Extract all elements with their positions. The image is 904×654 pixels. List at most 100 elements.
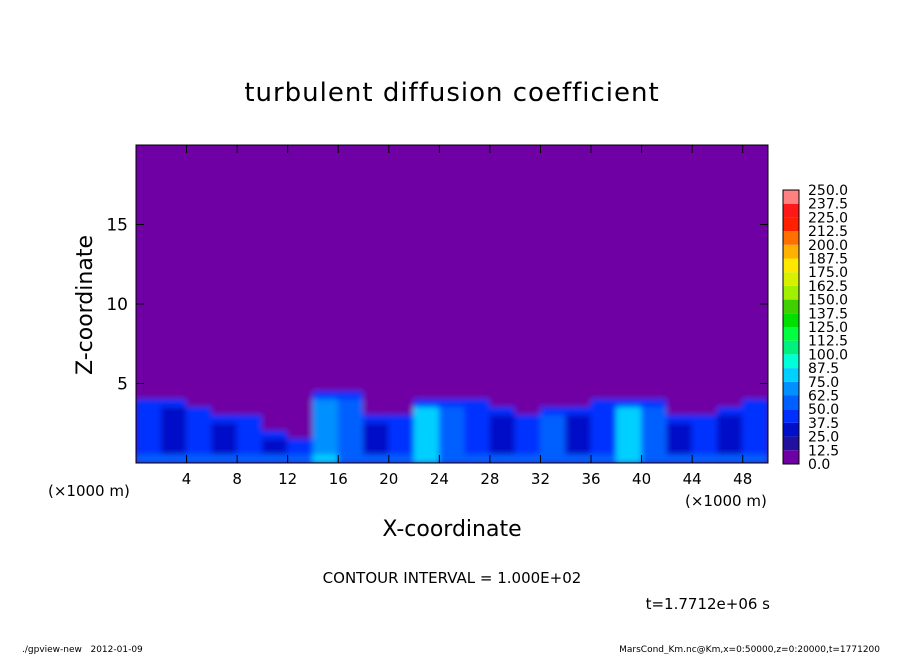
heatmap-cell: [136, 446, 162, 456]
heatmap-cell: [464, 438, 491, 448]
heatmap-cell: [438, 406, 466, 416]
colorbar-swatch: [783, 258, 799, 273]
colorbar-swatch: [783, 354, 799, 369]
heatmap-cell: [615, 383, 643, 392]
heatmap-cell: [716, 383, 744, 392]
heatmap-cell: [136, 414, 162, 424]
x-tick-label: 28: [480, 470, 499, 488]
heatmap-cell: [261, 414, 289, 424]
x-tick-label: 24: [430, 470, 449, 488]
heatmap-cell: [160, 398, 188, 408]
heatmap-cell: [337, 406, 365, 416]
heatmap-cell: [590, 398, 617, 408]
heatmap-cell: [287, 422, 314, 432]
heatmap-cell: [388, 398, 415, 408]
heatmap-cell: [160, 390, 188, 400]
colorbar-swatch: [783, 436, 799, 451]
heatmap-cell: [211, 430, 238, 440]
heatmap-cell: [438, 422, 466, 432]
heatmap-cell: [287, 438, 314, 448]
x-unit-label-right: (×1000 m): [685, 492, 767, 510]
y-tick-label: 15: [106, 216, 128, 236]
colorbar-swatch: [783, 395, 799, 410]
heatmap-cell: [691, 422, 718, 432]
colorbar-label: 237.5: [808, 197, 848, 213]
heatmap-cell: [186, 406, 213, 416]
heatmap-cell: [691, 383, 718, 392]
heatmap-cell: [615, 406, 643, 416]
heatmap-cell: [691, 406, 718, 416]
colorbar-label: 25.0: [808, 430, 839, 446]
heatmap-cell: [489, 383, 516, 392]
colorbar-swatch: [783, 190, 799, 204]
heatmap-cell: [438, 414, 466, 424]
heatmap-cell: [489, 398, 516, 408]
heatmap-cell: [312, 422, 339, 432]
heatmap-cell: [438, 383, 466, 392]
heatmap-cell: [413, 390, 440, 400]
heatmap-cell: [666, 398, 693, 408]
heatmap-cell: [489, 454, 516, 463]
heatmap-cell: [641, 430, 668, 440]
heatmap-cell: [211, 422, 238, 432]
heatmap-cell: [186, 430, 213, 440]
colorbar-label: 200.0: [808, 238, 848, 254]
heatmap-cell: [388, 414, 415, 424]
heatmap-cell: [716, 430, 744, 440]
heatmap-cell: [691, 414, 718, 424]
heatmap-cell: [666, 438, 693, 448]
heatmap-cell: [565, 438, 592, 448]
heatmap-cell: [337, 414, 365, 424]
heatmap-cell: [211, 398, 238, 408]
heatmap-cell: [413, 438, 440, 448]
heatmap-cell: [236, 422, 263, 432]
heatmap-cell: [363, 406, 390, 416]
heatmap-cell: [489, 406, 516, 416]
heatmap-cell: [691, 390, 718, 400]
heatmap-cell: [438, 430, 466, 440]
heatmap-cell: [287, 390, 314, 400]
heatmap-cell: [514, 438, 541, 448]
x-tick-label: 12: [278, 470, 297, 488]
heatmap-cell: [489, 390, 516, 400]
heatmap-cell: [641, 422, 668, 432]
x-tick-label: 48: [733, 470, 752, 488]
heatmap-cell: [514, 446, 541, 456]
heatmap-cell: [413, 446, 440, 456]
heatmap-cell: [438, 398, 466, 408]
heatmap-cell: [388, 430, 415, 440]
heatmap-cell: [691, 438, 718, 448]
heatmap-cell: [615, 390, 643, 400]
heatmap-cell: [489, 414, 516, 424]
heatmap-cell: [211, 446, 238, 456]
heatmap-cell: [666, 414, 693, 424]
heatmap-cell: [514, 383, 541, 392]
heatmap-cell: [312, 454, 339, 463]
heatmap-cell: [211, 383, 238, 392]
colorbar-swatch: [783, 327, 799, 341]
heatmap-cell: [388, 438, 415, 448]
heatmap-cell: [590, 430, 617, 440]
heatmap-cell: [261, 422, 289, 432]
heatmap-cell: [641, 406, 668, 416]
heatmap-cell: [186, 438, 213, 448]
heatmap-cell: [489, 430, 516, 440]
heatmap-cell: [641, 390, 668, 400]
heatmap-cell: [539, 398, 567, 408]
colorbar-swatch: [783, 299, 799, 314]
heatmap-cell: [464, 430, 491, 440]
heatmap-cell: [160, 446, 188, 456]
heatmap-cell: [691, 454, 718, 463]
heatmap-cell: [186, 398, 213, 408]
colorbar-label: 50.0: [808, 402, 839, 418]
heatmap-cell: [539, 438, 567, 448]
heatmap-cell: [388, 422, 415, 432]
heatmap-cells: [136, 383, 768, 463]
heatmap-cell: [337, 390, 365, 400]
heatmap-cell: [691, 398, 718, 408]
y-tick-label: 10: [106, 295, 128, 315]
heatmap-cell: [514, 414, 541, 424]
colorbar-swatch: [783, 422, 799, 437]
colorbar-label: 175.0: [808, 265, 848, 281]
